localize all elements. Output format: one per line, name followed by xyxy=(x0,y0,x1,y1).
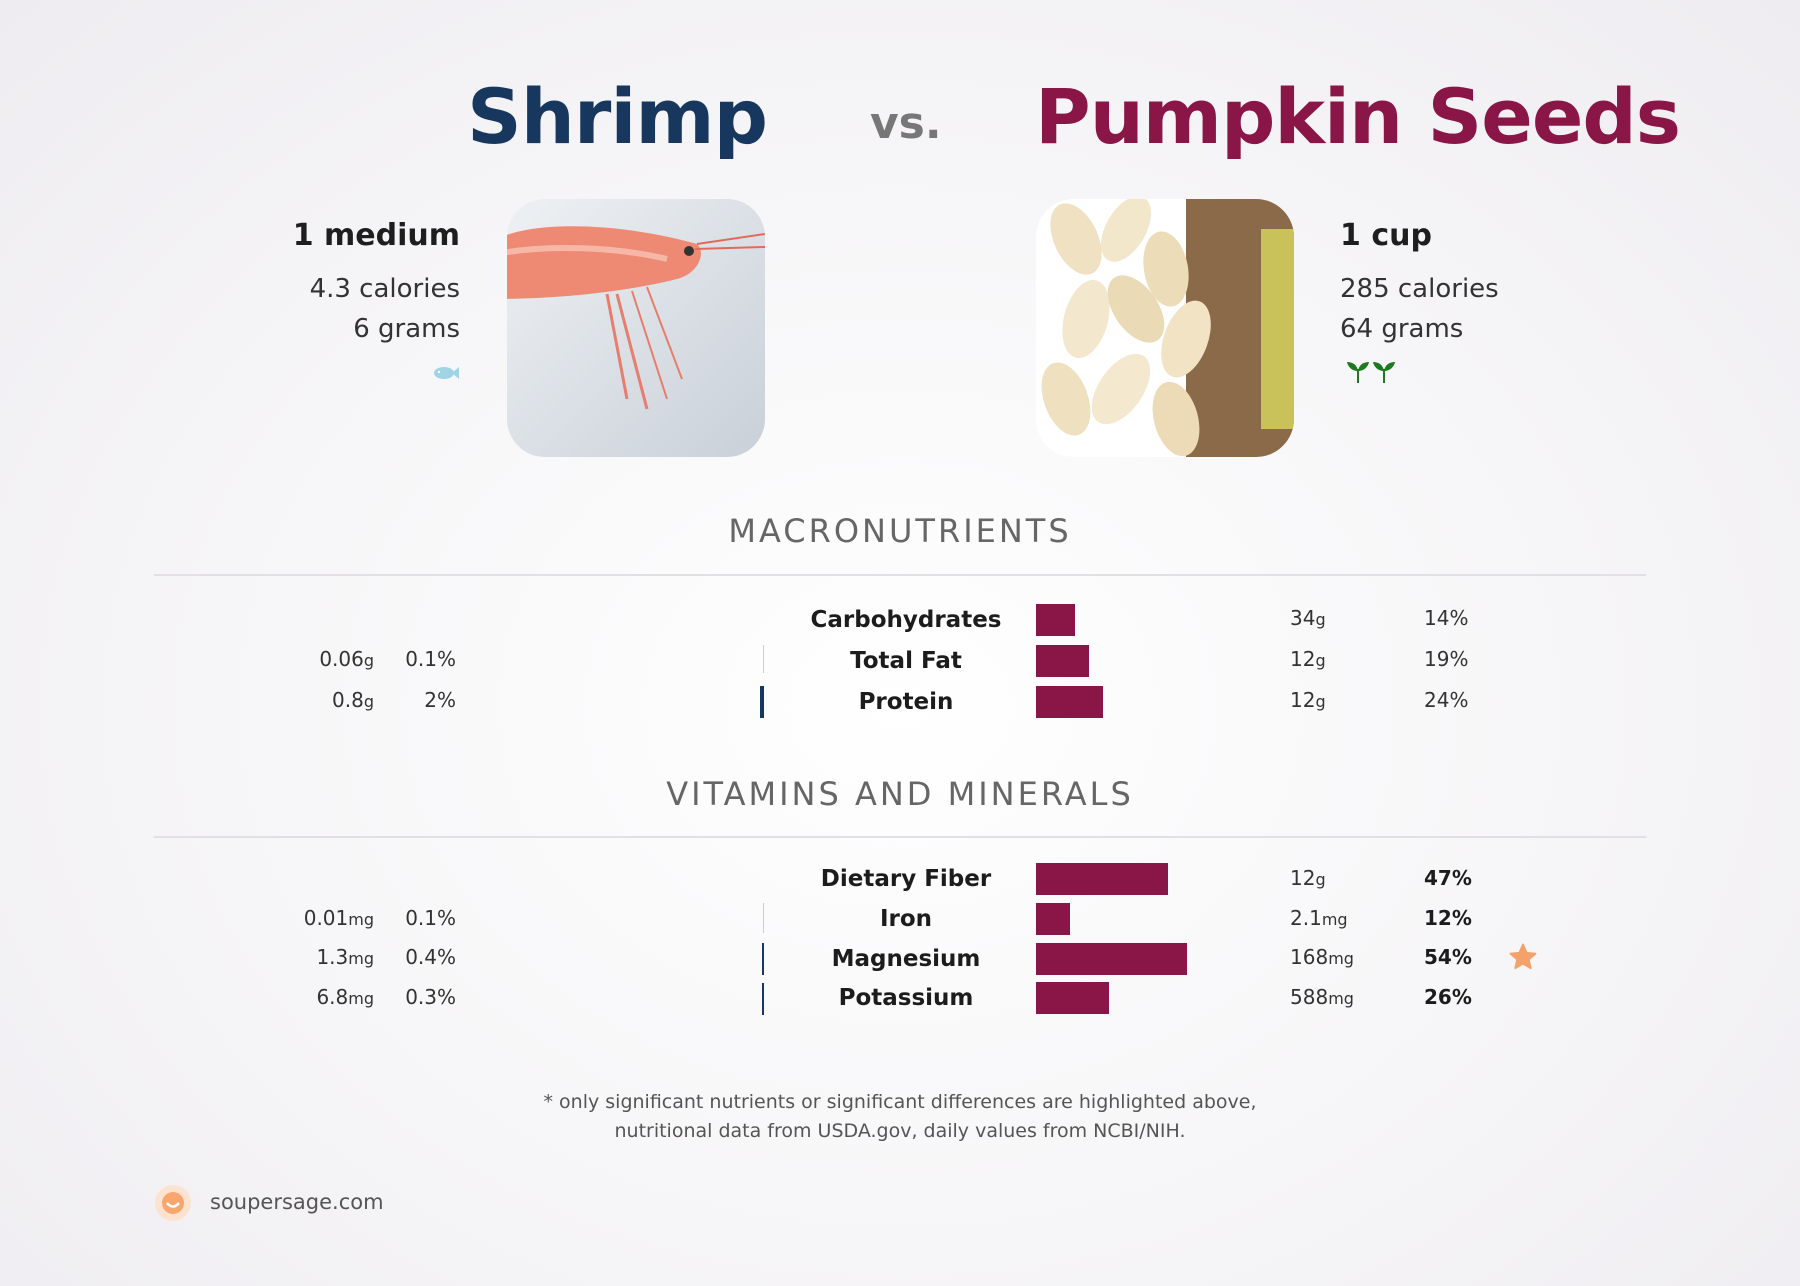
left-food-title: Shrimp xyxy=(467,72,768,161)
right-value: 12g xyxy=(1290,647,1326,671)
pumpkin-seeds-photo xyxy=(1036,199,1294,457)
nutrient-label: Protein xyxy=(858,689,954,715)
left-serving: 1 medium xyxy=(292,218,460,253)
brand-link[interactable]: soupersage.com xyxy=(210,1190,384,1214)
nutrient-label: Potassium xyxy=(838,985,974,1011)
left-value: 0.8g xyxy=(332,688,374,712)
right-bar xyxy=(1036,903,1070,935)
left-value: 6.8mg xyxy=(316,985,374,1009)
right-value: 12g xyxy=(1290,688,1326,712)
left-value: 1.3mg xyxy=(316,945,374,969)
right-calories: 285 calories xyxy=(1340,274,1499,304)
left-percent: 0.1% xyxy=(405,906,456,930)
right-percent: 26% xyxy=(1424,985,1472,1009)
left-percent: 0.1% xyxy=(405,647,456,671)
left-bar xyxy=(760,686,764,718)
footnote: * only significant nutrients or signific… xyxy=(0,1088,1800,1146)
footnote-line-1: * only significant nutrients or signific… xyxy=(543,1091,1257,1113)
right-percent: 12% xyxy=(1424,906,1472,930)
right-value: 34g xyxy=(1290,606,1326,630)
left-value: 0.06g xyxy=(319,647,374,671)
right-percent: 14% xyxy=(1424,606,1469,630)
brand-logo-icon xyxy=(154,1184,192,1226)
macros-divider xyxy=(154,574,1646,576)
nutrient-label: Iron xyxy=(879,906,933,932)
right-bar xyxy=(1036,604,1075,636)
footnote-line-2: nutritional data from USDA.gov, daily va… xyxy=(614,1120,1186,1142)
vitamins-minerals-heading: VITAMINS AND MINERALS xyxy=(666,775,1134,813)
left-percent: 2% xyxy=(424,688,456,712)
right-weight: 64 grams xyxy=(1340,314,1464,344)
left-weight: 6 grams xyxy=(353,314,460,344)
nutrient-label: Carbohydrates xyxy=(810,607,1002,633)
left-value: 0.01mg xyxy=(303,906,374,930)
right-percent: 24% xyxy=(1424,688,1469,712)
nutrient-label: Total Fat xyxy=(850,648,962,674)
fish-icon xyxy=(432,362,460,388)
right-value: 12g xyxy=(1290,866,1326,890)
right-bar xyxy=(1036,982,1109,1014)
left-calories: 4.3 calories xyxy=(309,274,460,304)
left-bar xyxy=(763,645,764,673)
left-bar xyxy=(762,943,764,975)
right-bar xyxy=(1036,943,1187,975)
right-bar xyxy=(1036,863,1168,895)
star-icon xyxy=(1508,942,1538,976)
left-bar xyxy=(762,983,764,1015)
left-percent: 0.4% xyxy=(405,945,456,969)
right-food-title: Pumpkin Seeds xyxy=(1035,72,1681,161)
right-value: 588mg xyxy=(1290,985,1354,1009)
nutrient-label: Magnesium xyxy=(831,946,981,972)
left-percent: 0.3% xyxy=(405,985,456,1009)
right-percent: 19% xyxy=(1424,647,1469,671)
right-bar xyxy=(1036,686,1103,718)
right-percent: 47% xyxy=(1424,866,1472,890)
vitamins-divider xyxy=(154,836,1646,838)
sprout-icon xyxy=(1346,360,1398,388)
macronutrients-heading: MACRONUTRIENTS xyxy=(728,512,1072,550)
right-value: 168mg xyxy=(1290,945,1354,969)
right-value: 2.1mg xyxy=(1290,906,1348,930)
right-percent: 54% xyxy=(1424,945,1472,969)
nutrient-label: Dietary Fiber xyxy=(820,866,992,892)
shrimp-photo xyxy=(507,199,765,457)
vs-label: vs. xyxy=(870,98,942,149)
left-bar xyxy=(763,903,764,933)
right-serving: 1 cup xyxy=(1340,218,1432,253)
right-bar xyxy=(1036,645,1089,677)
